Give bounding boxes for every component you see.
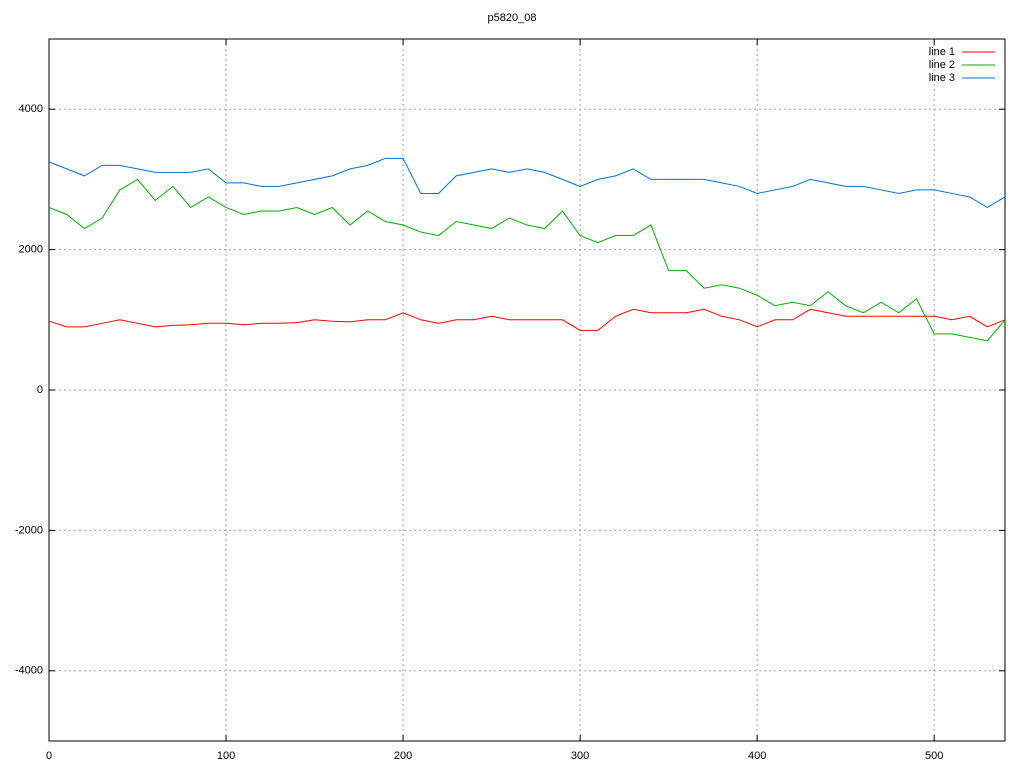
legend-label: line 2 <box>929 59 955 71</box>
data-line <box>48 178 1006 342</box>
x-tick-label: 0 <box>46 750 52 762</box>
legend-label: line 1 <box>929 46 955 58</box>
y-tick-label: 4000 <box>19 103 43 115</box>
chart-title: p5820_08 <box>488 12 537 24</box>
x-tick-label: 400 <box>748 750 766 762</box>
y-tick-label: 2000 <box>19 244 43 256</box>
y-tick-label: -2000 <box>15 524 43 536</box>
data-line <box>48 157 1006 209</box>
plot-border <box>48 38 1006 742</box>
x-tick-label: 500 <box>925 750 943 762</box>
y-tick-label: -4000 <box>15 665 43 677</box>
y-tick-label: 0 <box>37 384 43 396</box>
x-tick-label: 300 <box>571 750 589 762</box>
x-tick-label: 200 <box>394 750 412 762</box>
data-line <box>48 308 1006 331</box>
legend-label: line 3 <box>929 72 955 84</box>
x-tick-label: 100 <box>217 750 235 762</box>
